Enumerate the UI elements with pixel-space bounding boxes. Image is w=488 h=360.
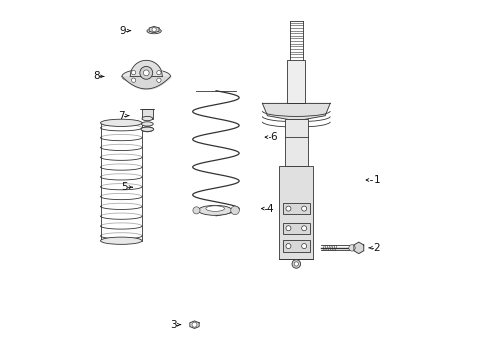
Polygon shape [262,103,329,119]
Ellipse shape [141,127,153,131]
Circle shape [140,66,152,79]
Polygon shape [353,242,363,253]
Ellipse shape [147,28,161,34]
Ellipse shape [142,116,152,121]
Bar [287,60,305,103]
Text: 8: 8 [93,71,100,81]
Text: 9: 9 [120,26,126,36]
Circle shape [131,71,136,75]
Ellipse shape [101,119,142,126]
Ellipse shape [205,206,224,211]
Bar [142,109,152,118]
Text: 4: 4 [265,203,272,213]
Circle shape [157,78,161,82]
Bar [283,203,309,214]
Text: 5: 5 [122,182,128,192]
Circle shape [143,70,149,76]
Circle shape [301,226,306,231]
Circle shape [285,244,290,249]
Ellipse shape [122,69,170,84]
Circle shape [131,78,136,82]
Circle shape [294,262,298,266]
Text: 2: 2 [373,243,379,253]
Bar [279,166,313,258]
Text: 1: 1 [373,175,379,185]
Ellipse shape [198,205,232,215]
Ellipse shape [141,122,153,126]
Bar [283,222,309,234]
Circle shape [192,322,197,327]
Circle shape [301,244,306,249]
Circle shape [152,27,156,32]
Bar [283,240,309,252]
Text: 6: 6 [269,132,276,142]
Circle shape [285,206,290,211]
Text: 3: 3 [169,320,176,330]
Circle shape [301,206,306,211]
Circle shape [157,71,161,75]
Polygon shape [189,321,199,328]
Ellipse shape [101,237,142,244]
Circle shape [230,206,239,215]
Circle shape [291,260,300,268]
Circle shape [285,226,290,231]
Text: 7: 7 [118,111,124,121]
Ellipse shape [348,245,354,251]
Bar [285,119,307,166]
Ellipse shape [141,127,153,132]
Polygon shape [149,27,159,33]
Circle shape [192,207,200,214]
